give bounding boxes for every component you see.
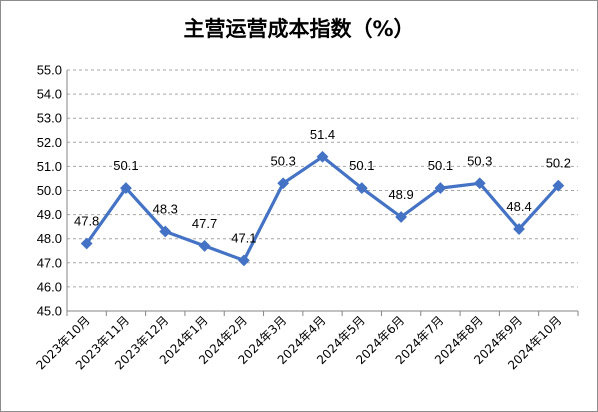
data-label: 47.8 [74, 214, 99, 229]
data-label: 50.1 [349, 158, 374, 173]
y-tick-label: 55.0 [37, 63, 62, 78]
data-point-marker [513, 223, 525, 235]
data-point-marker [552, 179, 565, 192]
y-tick-label: 52.0 [37, 135, 62, 150]
y-tick-label: 50.0 [37, 183, 62, 198]
y-tick-label: 45.0 [37, 304, 62, 319]
data-label: 51.4 [310, 127, 335, 142]
data-point-marker [316, 150, 329, 163]
y-tick-label: 46.0 [37, 279, 62, 294]
data-point-marker [395, 211, 408, 223]
y-tick-label: 48.0 [37, 231, 62, 246]
data-point-marker [120, 182, 132, 194]
data-label: 50.3 [271, 153, 296, 168]
data-point-marker [198, 240, 211, 252]
data-label: 50.1 [113, 158, 138, 173]
y-tick-label: 53.0 [37, 111, 62, 126]
data-point-marker [434, 182, 447, 194]
data-label: 50.2 [546, 156, 571, 171]
y-tick-label: 51.0 [37, 159, 62, 174]
label-layer: 47.8 50.1 48.3 47.7 47.1 50.3 51.4 50.1 48.9 50.1… [74, 127, 571, 246]
data-point-marker [80, 237, 93, 250]
data-label: 50.3 [467, 153, 492, 168]
data-label: 48.3 [153, 201, 178, 216]
data-point-marker [237, 254, 250, 267]
data-point-marker [355, 182, 368, 194]
series-layer [80, 150, 565, 267]
data-label: 50.1 [428, 158, 453, 173]
data-label: 48.4 [506, 199, 531, 214]
axis-layer: 45.0 46.0 47.0 48.0 49.0 50.0 51.0 52.0 53.0 54.0… [34, 63, 579, 372]
data-point-marker [277, 177, 290, 190]
y-tick-label: 49.0 [37, 207, 62, 222]
grid-layer [67, 69, 578, 288]
data-label: 47.1 [231, 230, 256, 245]
data-point-marker [159, 225, 172, 238]
data-point-marker [473, 177, 486, 190]
data-label: 48.9 [388, 187, 413, 202]
y-tick-label: 54.0 [37, 87, 62, 102]
chart-title: 主营运营成本指数（%） [183, 17, 415, 41]
y-tick-label: 47.0 [37, 255, 62, 270]
data-label: 47.7 [192, 216, 217, 231]
